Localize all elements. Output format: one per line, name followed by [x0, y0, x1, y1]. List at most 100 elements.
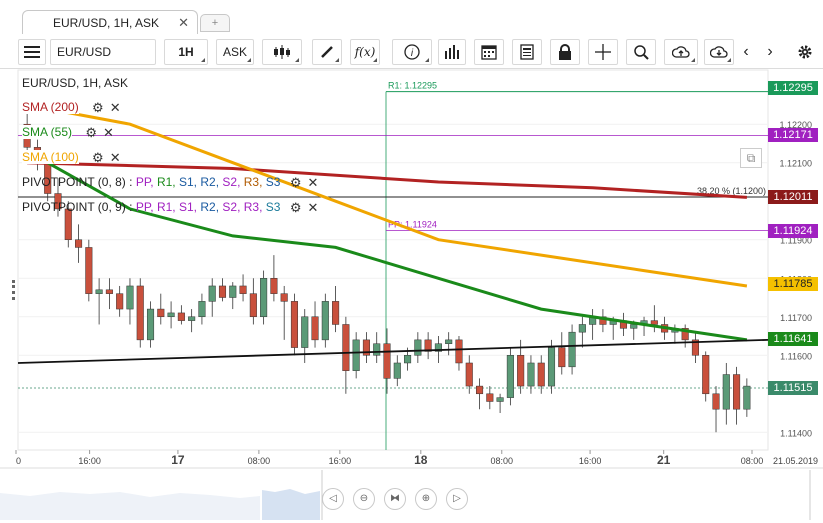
expand-icon: ⧉ — [746, 151, 756, 165]
indicator-sma55: SMA (55) ⚙ ✕ — [22, 125, 114, 141]
candle-body — [239, 285, 247, 294]
candle-body — [743, 385, 751, 410]
add-tab-button[interactable]: + — [200, 14, 230, 32]
chart-toolbar: EUR/USD 1H ASK f(x) i ‹ › — [0, 36, 823, 69]
sma55-settings-gear-icon[interactable]: ⚙ — [85, 125, 98, 140]
candle-body — [537, 362, 545, 387]
lock-icon — [559, 44, 571, 60]
x-axis: 0 16:00 17 08:00 16:00 18 08:00 16:00 21 08:00 21.… — [15, 450, 818, 467]
drawing-tools-button[interactable] — [312, 39, 342, 65]
price-side-select[interactable]: ASK — [216, 39, 254, 65]
sma200-settings-gear-icon[interactable]: ⚙ — [92, 100, 104, 115]
indicator-lines — [17, 103, 769, 364]
candle-body — [578, 324, 586, 333]
indicator-sma100: SMA (100) ⚙ ✕ — [22, 150, 121, 166]
price-tag: 1.12171 — [768, 128, 818, 143]
left-resize-handle[interactable] — [12, 280, 18, 300]
candle-body — [208, 285, 216, 302]
sma200-remove-close-icon[interactable]: ✕ — [109, 100, 121, 115]
candle-body — [116, 293, 124, 310]
zoom-out-button[interactable]: ⊖ — [353, 488, 375, 510]
zoom-button[interactable] — [626, 39, 656, 65]
tab-close-icon[interactable]: ✕ — [178, 15, 189, 30]
lock-button[interactable] — [550, 39, 580, 65]
crosshair-button[interactable] — [588, 39, 618, 65]
candle-body — [198, 301, 206, 318]
sma100-settings-gear-icon[interactable]: ⚙ — [92, 150, 104, 165]
hamburger-menu-button[interactable] — [18, 39, 46, 65]
candle-body — [54, 193, 62, 210]
calendar-icon — [481, 45, 497, 60]
magnifier-icon — [634, 45, 649, 60]
candle-body — [249, 293, 257, 318]
y-tick-label: 1.11700 — [780, 313, 812, 323]
x-tick-label: 08:00 — [248, 456, 271, 466]
info-button[interactable]: i — [392, 39, 432, 65]
candle-body — [465, 362, 473, 387]
indicators-button[interactable]: f(x) — [350, 39, 380, 65]
zoom-in-button[interactable]: ⊕ — [415, 488, 437, 510]
candle-body — [301, 316, 309, 348]
chart-area[interactable]: R1: 1.12295 38.20 % (1.1200) PP: 1.11924 1… — [0, 68, 823, 520]
pivot1-remove-close-icon[interactable]: ✕ — [307, 175, 319, 190]
symbol-input[interactable]: EUR/USD — [50, 39, 156, 65]
price-chart[interactable]: R1: 1.12295 38.20 % (1.1200) PP: 1.11924 1… — [0, 68, 823, 520]
candle-body — [105, 289, 113, 294]
pivot2-remove-close-icon[interactable]: ✕ — [307, 200, 319, 215]
upload-button[interactable] — [664, 39, 698, 65]
settings-button[interactable] — [792, 39, 818, 65]
pivot1-settings-gear-icon[interactable]: ⚙ — [289, 175, 302, 190]
candle-body — [517, 355, 525, 387]
function-icon: f(x) — [354, 45, 376, 59]
chart-type-button[interactable] — [262, 39, 302, 65]
zoom-in-icon: ⊕ — [421, 493, 431, 504]
scroll-forward-button[interactable]: ▷ — [446, 488, 468, 510]
news-button[interactable] — [512, 39, 542, 65]
x-tick-label: 16:00 — [78, 456, 101, 466]
candle-body — [311, 316, 319, 341]
reset-zoom-button[interactable]: ⧓ — [384, 488, 406, 510]
info-icon: i — [404, 44, 420, 60]
gear-icon — [798, 45, 812, 59]
timeframe-select[interactable]: 1H — [164, 39, 208, 65]
x-tick-label: 0 — [16, 456, 21, 466]
candle-body — [506, 355, 514, 398]
indicator-sma200-label: SMA (200) — [22, 100, 79, 114]
scroll-back-button[interactable]: ◁ — [322, 488, 344, 510]
trend-line — [17, 338, 769, 364]
candles — [23, 108, 751, 433]
chevron-right-icon: › — [767, 43, 773, 60]
expand-chart-button[interactable]: ⧉ — [740, 148, 762, 168]
tab-eurusd[interactable]: EUR/USD, 1H, ASK ✕ — [22, 10, 198, 34]
indicator-pivot2: PIVOTPOINT (0, 9) : PP, R1, S1, R2, S2, … — [22, 200, 319, 215]
timeframe-label: 1H — [178, 45, 194, 59]
scroll-left-button[interactable]: ‹ — [736, 39, 756, 65]
sma100-line — [26, 103, 748, 288]
candle-body — [558, 347, 566, 368]
sma55-remove-close-icon[interactable]: ✕ — [103, 125, 114, 140]
candle-body — [146, 308, 155, 341]
y-tick-label: 1.11900 — [780, 236, 812, 246]
pivot2-pp: PP, — [135, 200, 154, 214]
candle-body — [157, 308, 165, 318]
candle-body — [599, 316, 607, 325]
pivot2-settings-gear-icon[interactable]: ⚙ — [289, 200, 302, 215]
candle-body — [95, 289, 103, 294]
candlestick-icon — [274, 45, 290, 59]
tab-title: EUR/USD, 1H, ASK — [53, 16, 160, 30]
pivot2-s1: S1, — [179, 200, 198, 214]
pivot1-r1: R1, — [156, 175, 176, 189]
price-tag: 1.11924 — [768, 223, 818, 238]
pivot1-pp: PP, — [135, 175, 154, 189]
scroll-right-button[interactable]: › — [760, 39, 780, 65]
candle-body — [136, 285, 144, 341]
calendar-button[interactable] — [474, 39, 504, 65]
candle-body — [229, 285, 237, 298]
sma100-remove-close-icon[interactable]: ✕ — [109, 150, 121, 165]
indicator-sma55-label: SMA (55) — [22, 125, 73, 139]
volume-button[interactable] — [438, 39, 466, 65]
download-button[interactable] — [704, 39, 734, 65]
crosshair-icon — [595, 44, 611, 60]
candle-body — [167, 312, 175, 318]
candle-body — [691, 339, 699, 356]
